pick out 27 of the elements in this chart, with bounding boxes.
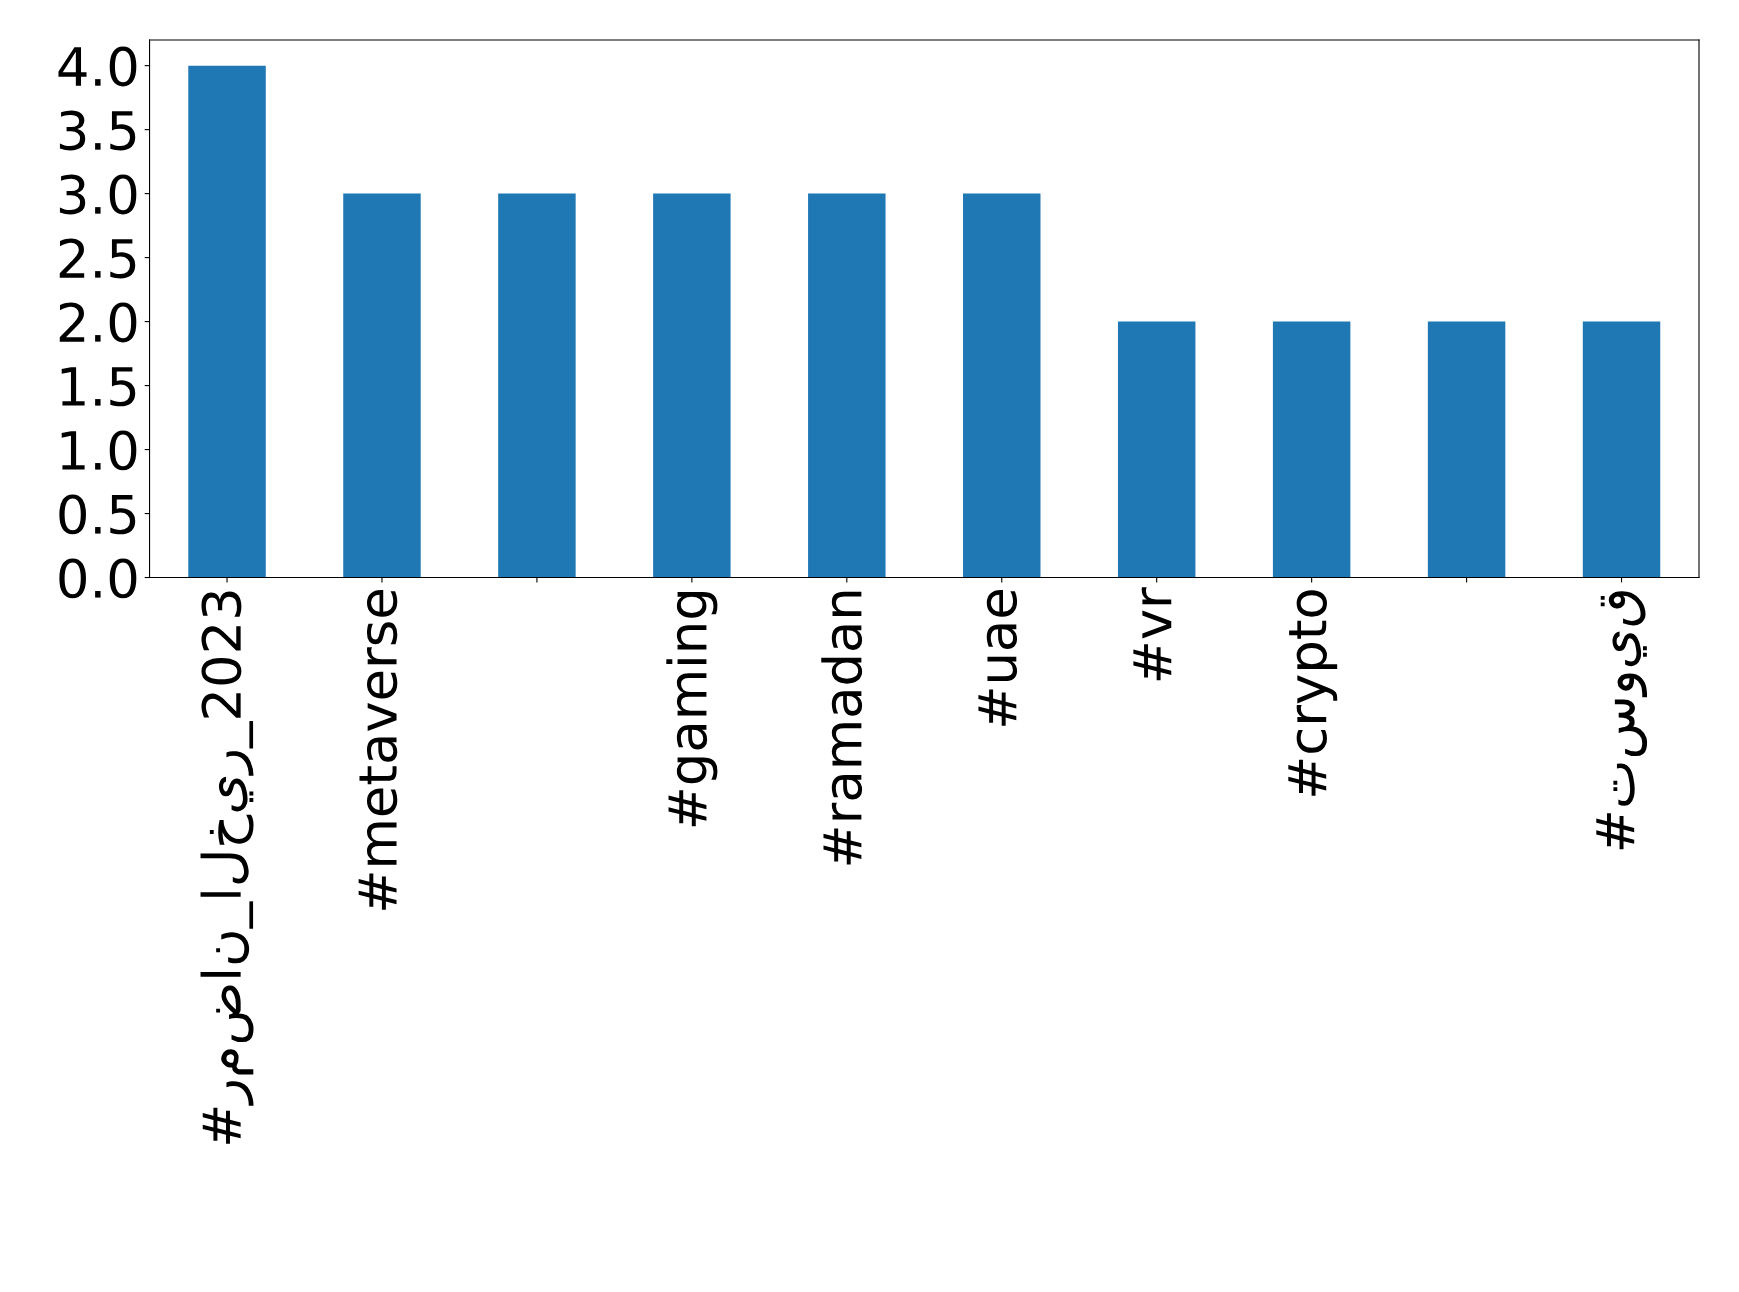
x-tick-label: #ramadan bbox=[821, 591, 863, 865]
y-tick-label: 3.0 bbox=[59, 174, 137, 215]
bar bbox=[1427, 321, 1506, 578]
x-tick-label: #gaming bbox=[666, 592, 718, 827]
bar bbox=[808, 193, 886, 578]
y-tick-label: 2.5 bbox=[59, 238, 136, 279]
bar bbox=[1272, 321, 1351, 578]
x-tick-label: #vr bbox=[1133, 587, 1172, 681]
bar bbox=[498, 193, 576, 578]
y-tick-label: 0.0 bbox=[59, 558, 137, 599]
y-tick-label: 2.0 bbox=[59, 302, 137, 343]
x-tick-label: #تسويق bbox=[1596, 591, 1648, 850]
x-tick-label: #uae bbox=[978, 590, 1018, 726]
y-tick-label: 1.0 bbox=[61, 430, 137, 471]
bar bbox=[188, 65, 266, 578]
bar bbox=[653, 193, 731, 578]
bar bbox=[1582, 321, 1661, 578]
bar bbox=[1117, 321, 1196, 578]
y-tick-label: 3.5 bbox=[59, 110, 136, 151]
x-tick-label: #metaverse bbox=[358, 590, 398, 910]
y-tick-label: 0.5 bbox=[59, 494, 136, 535]
x-tick-label: #crypto bbox=[1288, 590, 1338, 796]
bar bbox=[343, 193, 421, 578]
y-tick-label: 4.0 bbox=[58, 46, 137, 87]
bar bbox=[963, 193, 1041, 578]
y-tick-label: 1.5 bbox=[61, 367, 136, 407]
x-tick-label: #رمضان_الخير_2023 bbox=[200, 591, 254, 1144]
